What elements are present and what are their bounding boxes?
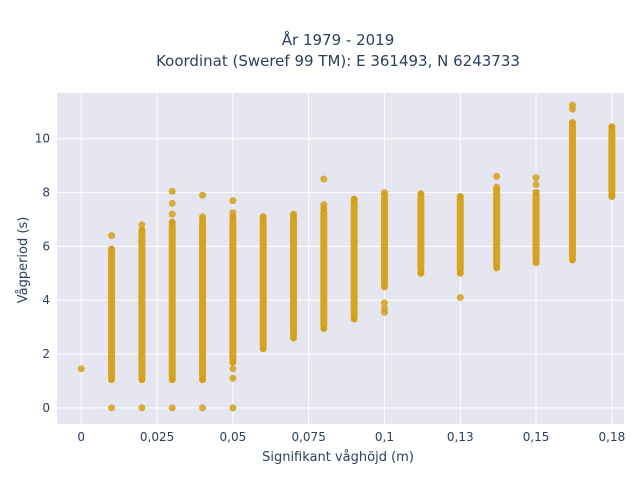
data-point [229, 197, 237, 205]
data-point [532, 174, 540, 182]
data-point [168, 210, 176, 218]
x-tick-label: 0,18 [599, 430, 626, 444]
point-column [532, 192, 540, 263]
data-point [350, 315, 358, 323]
point-column [417, 193, 425, 274]
data-point [290, 334, 298, 342]
data-point [138, 404, 146, 412]
point-column [229, 216, 237, 363]
data-point [320, 175, 328, 183]
y-tick-label: 10 [35, 132, 50, 146]
x-axis-ticks: 0 0,025 0,05 0,075 0,1 0,13 0,15 0,18 [77, 430, 625, 444]
data-point [456, 294, 464, 302]
point-column [290, 215, 298, 338]
x-tick-label: 0,05 [220, 430, 247, 444]
data-point [608, 193, 616, 201]
x-tick-label: 0 [77, 430, 85, 444]
y-axis-title: Vågperiod (s) [16, 217, 31, 304]
data-point [229, 404, 237, 412]
data-point [108, 245, 116, 253]
data-point [77, 365, 85, 373]
point-column [199, 219, 207, 380]
data-point [417, 269, 425, 277]
point-column [456, 196, 464, 274]
data-point [229, 374, 237, 382]
data-point [199, 376, 207, 384]
data-point [108, 232, 116, 240]
data-point [259, 345, 267, 353]
data-point [108, 404, 116, 412]
y-axis-ticks: 0 2 4 6 8 10 [35, 132, 50, 415]
x-axis-title: Signifikant våghöjd (m) [262, 450, 414, 465]
point-column [350, 199, 358, 320]
data-point [320, 324, 328, 332]
data-point [380, 189, 388, 197]
data-point [417, 190, 425, 198]
point-column [108, 249, 116, 380]
data-points [77, 101, 616, 412]
data-point [199, 191, 207, 199]
data-point [229, 358, 237, 366]
data-point [380, 299, 388, 307]
data-point [493, 172, 501, 180]
data-point [532, 189, 540, 197]
x-tick-label: 0,1 [375, 430, 394, 444]
data-point [138, 376, 146, 384]
data-point [168, 187, 176, 195]
point-column [320, 208, 328, 329]
data-point [532, 259, 540, 267]
y-tick-label: 2 [42, 347, 50, 361]
data-point [108, 376, 116, 384]
data-point [168, 218, 176, 226]
point-column [608, 127, 616, 196]
data-point [568, 101, 576, 109]
data-point [199, 404, 207, 412]
data-point [229, 209, 237, 217]
y-tick-label: 0 [42, 401, 50, 415]
chart-subtitle: Koordinat (Sweref 99 TM): E 361493, N 62… [156, 52, 520, 70]
data-point [568, 256, 576, 264]
data-point [229, 365, 237, 373]
x-tick-label: 0,075 [291, 430, 325, 444]
data-point [138, 221, 146, 229]
data-point [138, 226, 146, 234]
x-tick-label: 0,15 [523, 430, 550, 444]
data-point [568, 119, 576, 127]
data-point [456, 193, 464, 201]
x-tick-label: 0,025 [140, 430, 174, 444]
data-point [168, 376, 176, 384]
data-point [456, 269, 464, 277]
data-point [168, 199, 176, 207]
data-point [380, 304, 388, 312]
data-point [259, 213, 267, 221]
data-point [532, 180, 540, 188]
point-column [568, 122, 576, 260]
data-point [199, 213, 207, 221]
point-column [168, 222, 176, 380]
data-point [493, 264, 501, 272]
point-column [493, 189, 501, 268]
data-point [168, 404, 176, 412]
data-point [380, 283, 388, 291]
x-tick-label: 0,13 [447, 430, 474, 444]
plot-area [57, 93, 624, 424]
data-point [350, 195, 358, 203]
data-point [493, 183, 501, 191]
data-point [608, 123, 616, 131]
chart-title: År 1979 - 2019 [282, 30, 395, 49]
data-point [320, 201, 328, 209]
data-point [290, 210, 298, 218]
point-column [259, 216, 267, 349]
y-tick-label: 4 [42, 293, 50, 307]
y-tick-label: 8 [42, 186, 50, 200]
y-tick-label: 6 [42, 239, 50, 253]
point-column [380, 195, 388, 287]
point-column [138, 230, 146, 380]
